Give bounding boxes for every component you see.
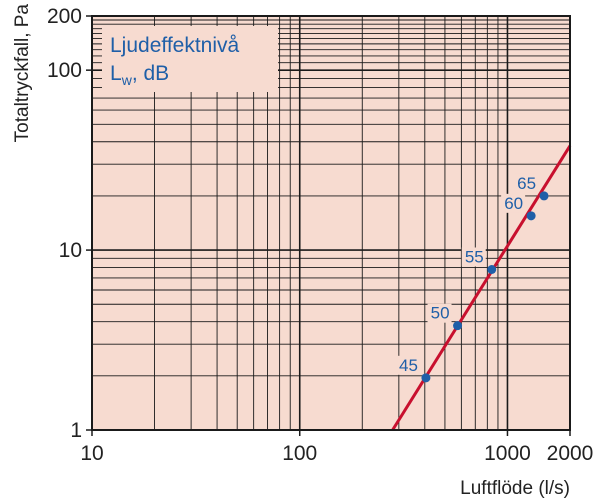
y-tick-label: 100 <box>47 59 82 82</box>
y-tick-label: 200 <box>47 5 82 28</box>
legend-unit-main: L <box>110 62 122 85</box>
x-tick-label: 100 <box>282 442 317 465</box>
point-label-bg <box>514 173 539 193</box>
y-tick-label: 10 <box>59 239 82 262</box>
series <box>391 145 572 431</box>
legend-unit: Lw, dB <box>110 62 169 88</box>
point-label-bg <box>395 355 420 375</box>
y-tick-label: 1 <box>70 419 82 442</box>
point-label-bg <box>501 193 526 213</box>
data-point <box>421 373 431 383</box>
point-label: 50 <box>431 304 450 323</box>
y-tick-labels: 1 10 100 200 <box>47 5 92 442</box>
legend-unit-sub: w <box>121 72 133 88</box>
x-axis-label: Luftflöde (l/s) <box>460 478 570 499</box>
legend-unit-rest: , dB <box>132 62 169 85</box>
point-label: 45 <box>399 356 418 375</box>
data-point <box>487 264 497 274</box>
point-label-bg <box>427 303 452 323</box>
legend-box <box>102 26 278 92</box>
series-line <box>391 145 572 431</box>
point-label-bg <box>461 247 486 267</box>
point-label: 60 <box>504 194 523 213</box>
plot-frame <box>91 15 571 431</box>
legend: Ljudeffektnivå Lw, dB <box>102 26 278 92</box>
y-axis-label: Totaltryckfall, Pa <box>12 4 33 143</box>
data-point <box>526 211 536 221</box>
point-label: 55 <box>465 247 484 266</box>
point-label: 65 <box>517 174 536 193</box>
x-tick-label: 1000 <box>484 442 531 465</box>
data-point <box>453 321 463 331</box>
data-point <box>539 191 549 201</box>
x-tick-label: 10 <box>80 442 103 465</box>
legend-title: Ljudeffektnivå <box>110 34 240 57</box>
x-tick-labels: 10 100 1000 2000 <box>80 430 593 465</box>
x-tick-label: 2000 <box>547 442 594 465</box>
